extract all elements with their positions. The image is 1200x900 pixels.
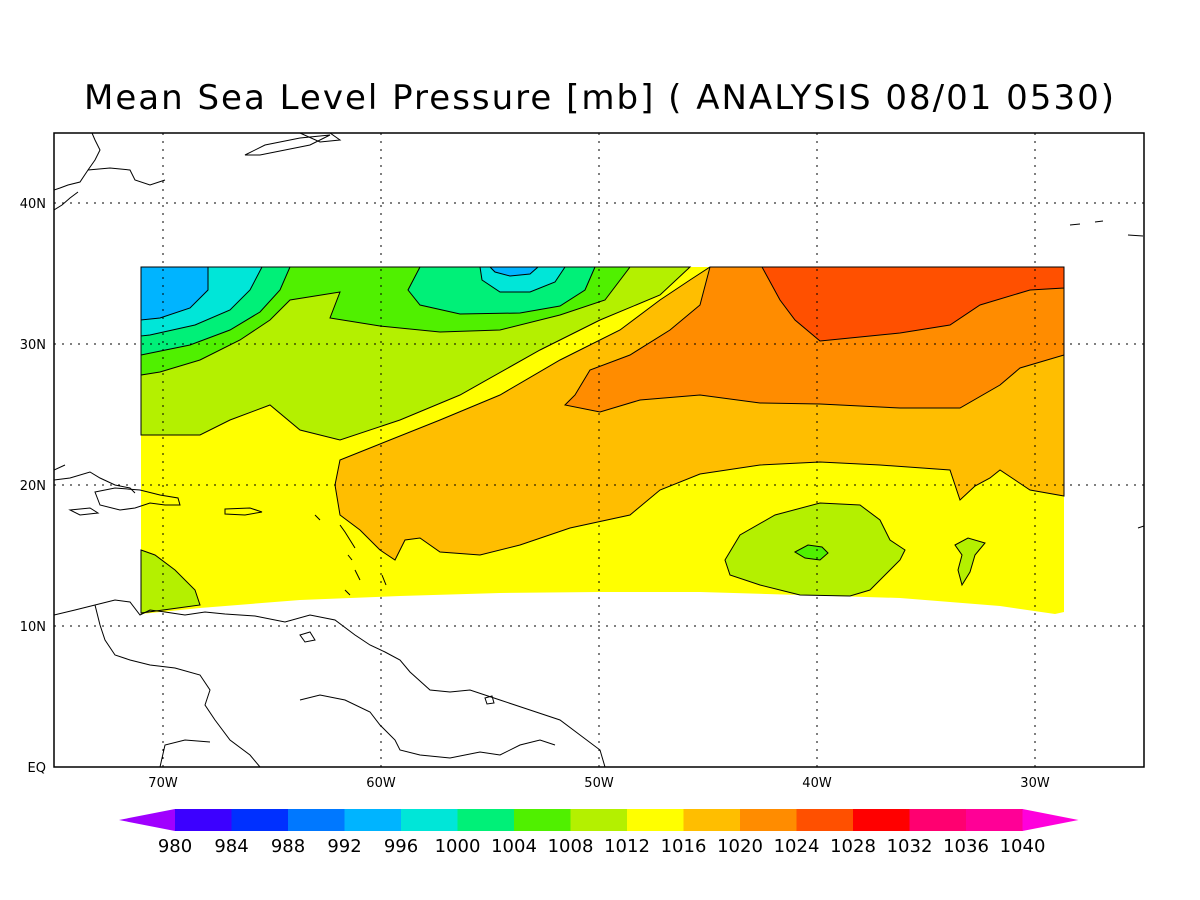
tick-label-30w: 30W bbox=[1020, 776, 1050, 791]
band-992-east bbox=[488, 266, 540, 277]
chart-title: Mean Sea Level Pressure [mb] ( ANALYSIS … bbox=[84, 78, 1116, 118]
colorbar-swatch bbox=[570, 809, 628, 831]
band-992 bbox=[140, 266, 209, 321]
latitude-ticks: EQ 10N 20N 30N 40N bbox=[20, 197, 46, 776]
tick-label-70w: 70W bbox=[148, 776, 178, 791]
colorbar-swatch bbox=[683, 809, 741, 831]
coast-south-america bbox=[54, 599, 606, 767]
coast-azores bbox=[1069, 220, 1144, 237]
colorbar-label: 980 bbox=[158, 836, 192, 857]
colorbar-swatch bbox=[231, 809, 289, 831]
colorbar-swatch bbox=[853, 809, 910, 831]
longitude-ticks: 70W 60W 50W 40W 30W bbox=[148, 776, 1050, 791]
coast-jamaica bbox=[68, 507, 100, 516]
colorbar-swatch bbox=[175, 809, 232, 831]
coast-north-south bbox=[159, 739, 211, 767]
coast-trinidad bbox=[299, 631, 316, 643]
pressure-field bbox=[140, 266, 1065, 614]
colorbar bbox=[119, 809, 1079, 831]
colorbar-label: 988 bbox=[271, 836, 305, 857]
coastlines bbox=[54, 133, 1144, 767]
colorbar-swatch bbox=[401, 809, 458, 831]
colorbar-label: 1012 bbox=[604, 836, 650, 857]
coast-north-america bbox=[54, 133, 166, 211]
coast-cape-verde bbox=[1137, 525, 1144, 529]
colorbar-swatch bbox=[457, 809, 515, 831]
colorbar-label: 1040 bbox=[1000, 836, 1046, 857]
colorbar-label: 1008 bbox=[548, 836, 594, 857]
colorbar-label: 996 bbox=[384, 836, 418, 857]
colorbar-swatch bbox=[796, 809, 854, 831]
coast-hispaniola bbox=[94, 487, 181, 511]
tick-label-40w: 40W bbox=[802, 776, 832, 791]
tick-label-30n: 30N bbox=[20, 338, 46, 353]
colorbar-arrow-high bbox=[1022, 809, 1079, 831]
colorbar-swatch bbox=[966, 809, 1023, 831]
colorbar-swatch bbox=[344, 809, 402, 831]
tick-label-40n: 40N bbox=[20, 197, 46, 212]
graticule bbox=[54, 133, 1144, 767]
colorbar-label: 1016 bbox=[661, 836, 707, 857]
colorbar-swatch bbox=[740, 809, 797, 831]
coast-nova-scotia bbox=[244, 134, 331, 156]
colorbar-label: 1032 bbox=[887, 836, 933, 857]
tick-label-10n: 10N bbox=[20, 620, 46, 635]
colorbar-label: 1024 bbox=[774, 836, 820, 857]
colorbar-arrow-low bbox=[119, 809, 175, 831]
tick-label-eq: EQ bbox=[28, 761, 46, 776]
tick-label-20n: 20N bbox=[20, 479, 46, 494]
coast-puerto-rico bbox=[224, 507, 263, 516]
colorbar-label: 1020 bbox=[717, 836, 763, 857]
colorbar-label: 984 bbox=[214, 836, 248, 857]
coast-newfoundland bbox=[299, 133, 342, 143]
tick-label-50w: 50W bbox=[584, 776, 614, 791]
colorbar-label: 1000 bbox=[435, 836, 481, 857]
coast-antilles bbox=[314, 514, 387, 596]
colorbar-label: 1028 bbox=[830, 836, 876, 857]
band-1024 bbox=[761, 266, 1065, 342]
colorbar-label: 992 bbox=[327, 836, 361, 857]
colorbar-swatch bbox=[514, 809, 571, 831]
colorbar-swatch bbox=[627, 809, 684, 831]
colorbar-swatch bbox=[909, 809, 967, 831]
band-1004-low bbox=[793, 544, 829, 561]
band-1008-sw bbox=[140, 549, 201, 614]
tick-label-60w: 60W bbox=[366, 776, 396, 791]
colorbar-label: 1036 bbox=[943, 836, 989, 857]
colorbar-swatch bbox=[288, 809, 345, 831]
coast-cuba bbox=[54, 464, 136, 494]
coast-guyana bbox=[299, 694, 556, 759]
colorbar-label: 1004 bbox=[491, 836, 537, 857]
map-frame bbox=[53, 132, 1145, 768]
colorbar-labels: 980 984 988 992 996 1000 1004 1008 1012 1016 1020 1… bbox=[158, 836, 1046, 857]
coast-island-small bbox=[484, 695, 495, 705]
band-1008-small bbox=[954, 537, 986, 587]
